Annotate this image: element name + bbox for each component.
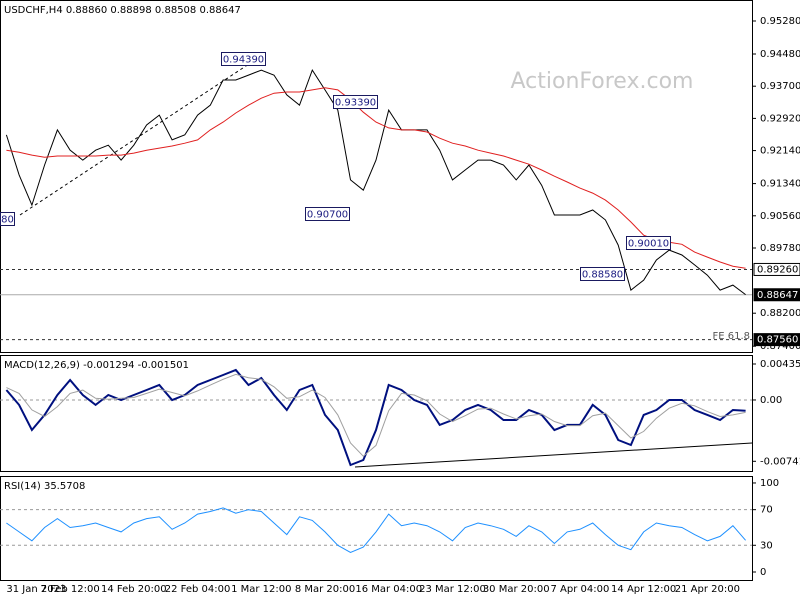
series-line: [6, 373, 746, 457]
level-label-box: [753, 262, 800, 276]
annotation: 0.90700: [307, 210, 348, 221]
y-tick-label: 0.93700: [760, 81, 800, 92]
y-tick-label: 100: [760, 478, 779, 489]
annotation-box: [221, 52, 266, 66]
y-tick-label: 0.92920: [760, 113, 800, 124]
x-tick-label: 22 Feb 04:00: [165, 584, 231, 595]
annotation: 0.90010: [628, 239, 669, 250]
annotation: 80: [1, 215, 14, 226]
y-tick-label: 0.00: [760, 395, 782, 406]
macd-title: MACD(12,26,9) -0.001294 -0.001501: [4, 360, 189, 371]
rsi-pane: [0, 476, 753, 581]
annotation: 0.88580: [582, 270, 623, 281]
fe-note: FE 61.8: [712, 331, 750, 342]
price-pane: [0, 0, 753, 353]
annotation-box: [0, 212, 15, 226]
x-tick-label: 31 Jan 2023: [6, 584, 66, 595]
macd-pane: [0, 355, 753, 472]
macd-trend-line: [354, 442, 753, 468]
y-tick-label: 0.89780: [760, 243, 800, 254]
series-line: [6, 507, 746, 553]
y-tick-label: 0.004354: [760, 359, 800, 370]
y-tick-label: -0.007417: [760, 456, 800, 467]
level-label-box: [753, 288, 800, 302]
x-tick-label: 21 Apr 20:00: [675, 584, 740, 595]
x-tick-label: 8 Mar 20:00: [295, 584, 355, 595]
x-tick-label: 30 Mar 20:00: [483, 584, 550, 595]
watermark: ActionForex.com: [511, 69, 694, 94]
level-label: 0.88647: [757, 290, 798, 301]
y-tick-label: 0.92140: [760, 146, 800, 157]
annotation-box: [626, 236, 671, 250]
y-tick-label: 0.91340: [760, 179, 800, 190]
y-tick-label: 0.87400: [760, 341, 800, 352]
level-label: 0.89260: [757, 264, 798, 275]
x-tick-label: 14 Apr 12:00: [611, 584, 676, 595]
rsi-title: RSI(14) 35.5708: [4, 481, 85, 492]
y-tick-label: 30: [760, 540, 773, 551]
x-tick-label: 14 Feb 20:00: [101, 584, 167, 595]
y-tick-label: 0.88200: [760, 308, 800, 319]
series-line: [5, 68, 746, 296]
series-line: [6, 87, 746, 269]
annotation: 0.94390: [223, 55, 264, 66]
y-tick-label: 0: [760, 567, 766, 578]
x-tick-label: 16 Mar 04:00: [355, 584, 422, 595]
annotation-box: [305, 207, 350, 221]
series-line: [5, 368, 746, 467]
price-title: USDCHF,H4 0.88860 0.88898 0.88508 0.8864…: [4, 5, 241, 16]
level-label: 0.87560: [757, 335, 798, 346]
x-tick-label: 7 Apr 04:00: [551, 584, 610, 595]
level-label-box: [753, 333, 800, 347]
annotation: 0.93390: [335, 98, 376, 109]
annotation-box: [333, 95, 378, 109]
y-tick-label: 0.90560: [760, 211, 800, 222]
annotation-box: [580, 267, 625, 281]
x-tick-label: 23 Mar 12:00: [419, 584, 486, 595]
x-tick-label: 7 Feb 12:00: [40, 584, 99, 595]
x-tick-label: 1 Mar 12:00: [231, 584, 291, 595]
y-tick-label: 0.95280: [760, 16, 800, 27]
y-tick-label: 0.94480: [760, 49, 800, 60]
trend-line: [19, 59, 256, 216]
y-tick-label: 70: [760, 505, 773, 516]
